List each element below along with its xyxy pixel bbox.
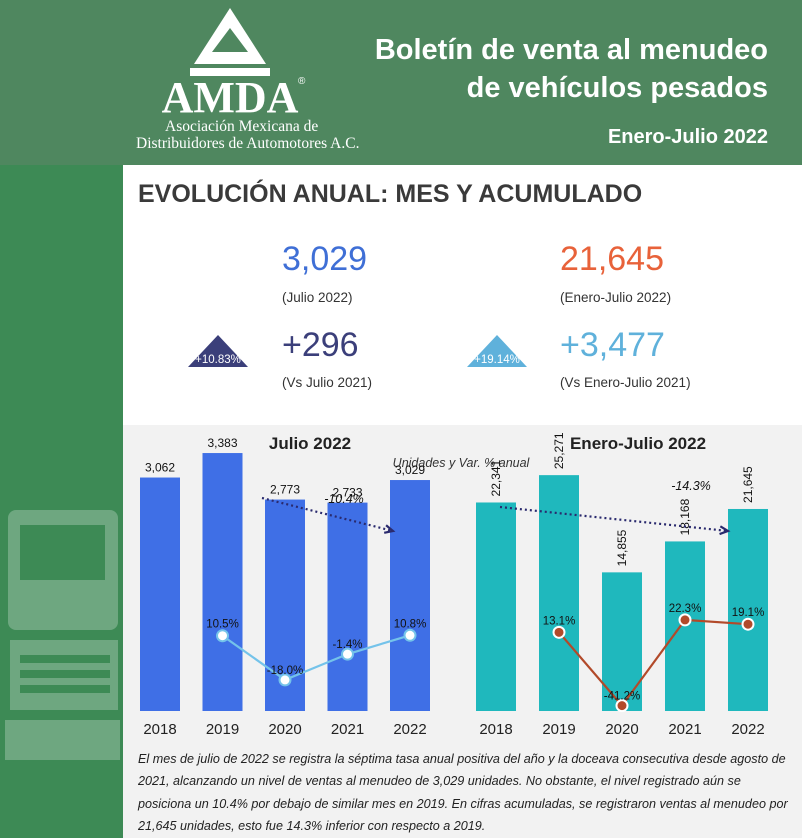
registered-mark: ®	[298, 76, 306, 87]
month-change-line	[221, 634, 411, 682]
logo-wordmark: AMDA	[162, 73, 299, 122]
month-bar-value-label: 3,062	[145, 461, 175, 475]
kpi-month-change-value: +296	[282, 326, 359, 364]
kpi-month-value: 3,029	[282, 240, 368, 278]
month-change-label: 10.5%	[206, 619, 239, 631]
month-x-tick-label: 2020	[268, 721, 301, 738]
accumulated-trend-label: -14.3%	[671, 479, 711, 493]
accumulated-x-tick-label: 2018	[479, 721, 512, 738]
month-trend-label: -10.4%	[324, 492, 364, 506]
accumulated-change-label: 19.1%	[732, 607, 765, 619]
accumulated-bar-2018	[476, 502, 516, 711]
month-x-tick-label: 2021	[331, 721, 364, 738]
accumulated-trend-arrowhead-icon	[719, 525, 731, 536]
accumulated-change-line	[558, 618, 749, 708]
month-x-tick-label: 2019	[206, 721, 239, 738]
up-triangle-badge-accumulated: +19.14%	[467, 335, 527, 367]
kpi-month-change-label: (Vs Julio 2021)	[282, 375, 373, 390]
accumulated-x-tick-label: 2021	[668, 721, 701, 738]
month-change-point	[341, 647, 354, 661]
footnote-text: El mes de julio de 2022 se registra la s…	[138, 752, 788, 834]
month-x-tick-label: 2022	[393, 721, 426, 738]
accumulated-change-point	[741, 617, 755, 631]
charts-subtitle: Unidades y Var. % anual	[393, 456, 531, 470]
kpi-accumulated-change-label: (Vs Enero-Julio 2021)	[560, 375, 691, 390]
accumulated-change-pct: +19.14%	[474, 354, 520, 366]
section-title: EVOLUCIÓN ANUAL: MES Y ACUMULADO	[138, 180, 643, 208]
accumulated-bar-value-label: 22,341	[489, 459, 503, 496]
kpi-month-label: (Julio 2022)	[282, 290, 353, 305]
up-triangle-icon	[188, 335, 248, 367]
up-triangle-badge-month: +10.83%	[188, 335, 248, 367]
accumulated-trend-arrow	[499, 505, 729, 533]
amda-logo: AMDA ®	[162, 8, 306, 122]
month-change-pct: +10.83%	[195, 354, 241, 366]
accumulated-change-point	[552, 625, 566, 639]
accumulated-x-tick-label: 2020	[605, 721, 638, 738]
month-x-tick-label: 2018	[143, 721, 176, 738]
kpi-panel	[123, 165, 802, 425]
month-change-label: -1.4%	[332, 639, 362, 651]
month-bar-2018	[140, 477, 180, 711]
charts-svg: Unidades y Var. % anual Julio 2022 3,062 20…	[140, 432, 768, 738]
month-bar-value-label: 2,773	[270, 483, 300, 497]
accumulated-bar-value-label: 25,271	[552, 432, 566, 469]
accumulated-x-tick-label: 2022	[731, 721, 764, 738]
accumulated-change-point	[678, 613, 692, 627]
accumulated-change-label: 22.3%	[669, 603, 702, 615]
accumulated-bar-value-label: 21,645	[741, 466, 755, 503]
month-bar-value-label: 3,029	[395, 463, 425, 477]
accumulated-bar-value-label: 18,168	[678, 498, 692, 535]
month-change-label: 10.8%	[394, 618, 427, 630]
accumulated-x-tick-label: 2019	[542, 721, 575, 738]
accumulated-change-label: -41.2%	[604, 691, 640, 703]
accumulated-bar-2019	[539, 475, 579, 711]
kpi-accumulated-value: 21,645	[560, 240, 664, 278]
month-chart-title: Julio 2022	[269, 434, 351, 453]
header-banner: AMDA ® Asociación Mexicana de Distribuid…	[0, 0, 802, 165]
month-bar-2021	[327, 502, 368, 711]
month-trend-arrowhead-icon	[383, 524, 396, 534]
month-change-point	[216, 629, 229, 643]
charts-panel: Unidades y Var. % anual Julio 2022 3,062 20…	[123, 425, 802, 838]
month-change-point	[403, 628, 417, 642]
accumulated-bar-2022	[728, 508, 768, 711]
kpi-accumulated-label: (Enero-Julio 2022)	[560, 290, 672, 305]
kpi-accumulated-change-value: +3,477	[560, 326, 665, 364]
month-bar-2019	[202, 453, 243, 711]
bulletin-title-line-2: de vehículos pesados	[466, 72, 768, 104]
month-change-point	[278, 673, 292, 687]
period-label: Enero-Julio 2022	[607, 126, 768, 148]
month-bar-2022	[390, 480, 430, 711]
accumulated-change-label: 13.1%	[543, 615, 576, 627]
month-bar-value-label: 2,733	[332, 486, 362, 500]
up-triangle-icon	[467, 335, 527, 367]
truck-silhouette-icon	[5, 510, 120, 760]
logo-subtitle-1: Asociación Mexicana de	[165, 118, 319, 135]
month-change-label: -18.0%	[267, 665, 303, 677]
accumulated-bar-value-label: 14,855	[615, 529, 629, 566]
month-bar-value-label: 3,383	[207, 436, 237, 450]
bulletin-title-line-1: Boletín de venta al menudeo	[374, 34, 768, 66]
logo-subtitle-2: Distribuidores de Automotores A.C.	[136, 135, 360, 152]
accumulated-chart-title: Enero-Julio 2022	[570, 434, 706, 453]
accumulated-change-point	[615, 699, 629, 713]
